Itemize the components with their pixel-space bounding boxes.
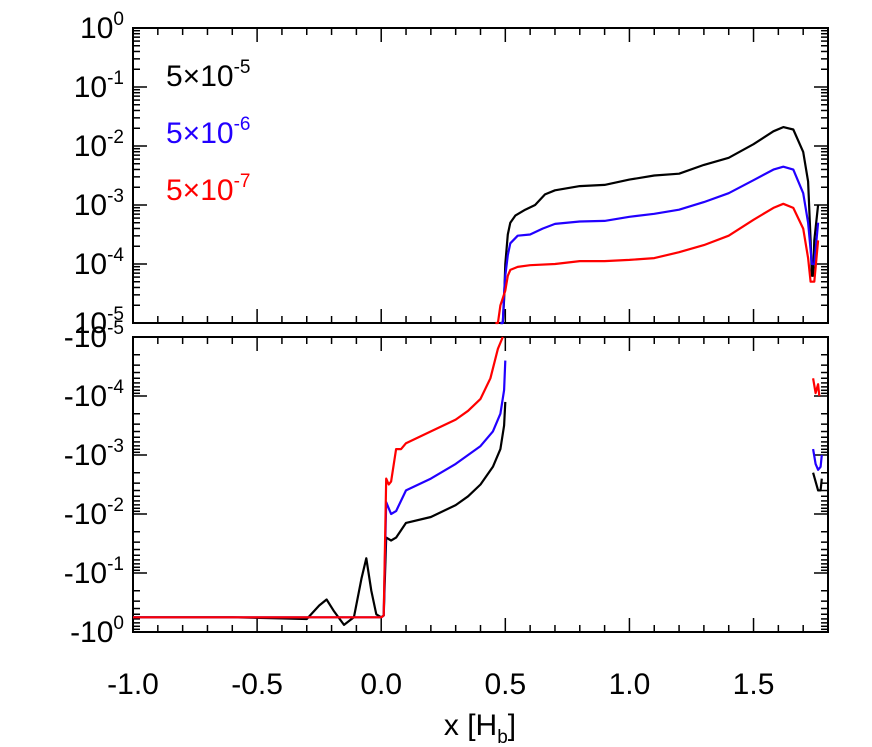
legend-entry: 5×10-5 (166, 57, 250, 93)
y-tick-label: -10-2 (64, 495, 124, 531)
x-tick-label: 0.5 (484, 668, 526, 701)
y-tick-label: -10-5 (64, 318, 124, 354)
series-line (133, 336, 504, 619)
y-tick-label: 10-4 (74, 245, 125, 281)
y-tick-label: 10-2 (74, 127, 124, 163)
x-tick-label: 0.0 (360, 668, 402, 701)
x-tick-label: -1.0 (107, 668, 159, 701)
x-tick-label: 1.0 (609, 668, 651, 701)
legend-entry: 5×10-7 (166, 171, 250, 207)
top-panel-ticks (132, 28, 829, 324)
legend: 5×10-5 5×10-6 5×10-7 (166, 57, 250, 207)
x-tick-labels: -1.0 -0.5 0.0 0.5 1.0 1.5 (107, 668, 774, 701)
bottom-panel-y-tick-labels: -10-5 -10-4 -10-3 -10-2 -10-1 -100 (64, 318, 125, 649)
y-tick-label: -10-3 (64, 436, 124, 472)
bottom-panel-series (133, 336, 823, 627)
y-tick-label: 100 (80, 9, 124, 45)
x-axis-label: x [Hb] (444, 709, 516, 747)
y-tick-label: 10-5 (74, 304, 124, 340)
y-tick-label: -10-1 (64, 554, 124, 590)
series-line (500, 165, 820, 325)
x-tick-label: -0.5 (231, 668, 283, 701)
series-line (812, 378, 821, 397)
top-panel: 100 10-1 10-2 10-3 10-4 10-5 (74, 9, 829, 340)
top-panel-series (495, 125, 820, 325)
series-line (495, 202, 820, 325)
bottom-panel-ticks (132, 336, 829, 632)
y-tick-label: 10-3 (74, 186, 124, 222)
y-tick-label: -10-4 (64, 377, 125, 413)
series-line (812, 448, 823, 471)
x-tick-label: 1.5 (733, 668, 775, 701)
series-line (500, 125, 820, 325)
y-tick-label: -100 (70, 613, 124, 649)
legend-entry: 5×10-6 (166, 114, 250, 150)
series-line (133, 360, 507, 619)
series-line (133, 401, 507, 627)
y-tick-label: 10-1 (74, 68, 124, 104)
bottom-panel: -10-5 -10-4 -10-3 -10-2 -10-1 -100 (64, 318, 829, 649)
series-line (812, 472, 823, 492)
top-panel-y-tick-labels: 100 10-1 10-2 10-3 10-4 10-5 (74, 9, 125, 340)
